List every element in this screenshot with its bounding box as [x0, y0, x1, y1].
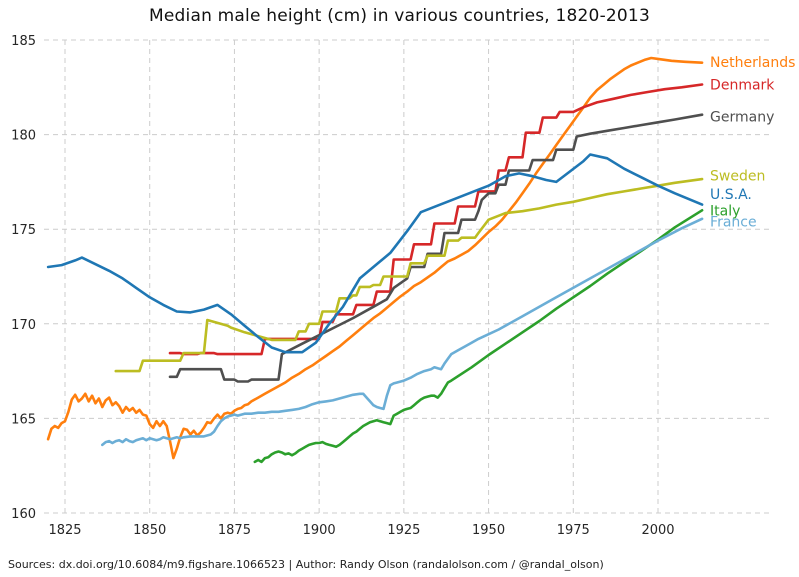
y-tick-label-170: 170: [11, 318, 36, 333]
x-tick-label-1900: 1900: [303, 523, 336, 538]
series-line-sweden: [114, 177, 704, 373]
series-line-netherlands: [46, 56, 704, 460]
y-tick-label-185: 185: [11, 34, 36, 49]
chart-title: Median male height (cm) in various count…: [149, 6, 650, 26]
y-tick-label-160: 160: [11, 507, 36, 522]
x-tick-label-1975: 1975: [557, 523, 590, 538]
legend-label-germany: Germany: [710, 110, 774, 126]
legend-label-italy: Italy: [710, 203, 740, 219]
legend-label-sweden: Sweden: [710, 168, 765, 184]
x-tick-label-1825: 1825: [48, 523, 81, 538]
x-tick-label-1925: 1925: [387, 523, 420, 538]
legend-label-usa: U.S.A.: [710, 187, 752, 203]
source-credit: Sources: dx.doi.org/10.6084/m9.figshare.…: [8, 558, 604, 571]
series-line-usa: [46, 153, 704, 354]
x-tick-label-1950: 1950: [472, 523, 505, 538]
legend-label-denmark: Denmark: [710, 77, 775, 93]
x-tick-label-1850: 1850: [133, 523, 166, 538]
series-line-france: [101, 217, 704, 447]
legend-label-netherlands: Netherlands: [710, 55, 795, 71]
series-line-germany: [168, 113, 704, 383]
x-tick-label-1875: 1875: [218, 523, 251, 538]
series-line-italy: [253, 209, 704, 464]
y-tick-label-175: 175: [11, 223, 36, 238]
legend-label-france: France: [710, 215, 757, 231]
y-tick-label-180: 180: [11, 129, 36, 144]
series-line-denmark: [168, 83, 704, 356]
x-tick-label-2000: 2000: [641, 523, 674, 538]
y-tick-label-165: 165: [11, 412, 36, 427]
